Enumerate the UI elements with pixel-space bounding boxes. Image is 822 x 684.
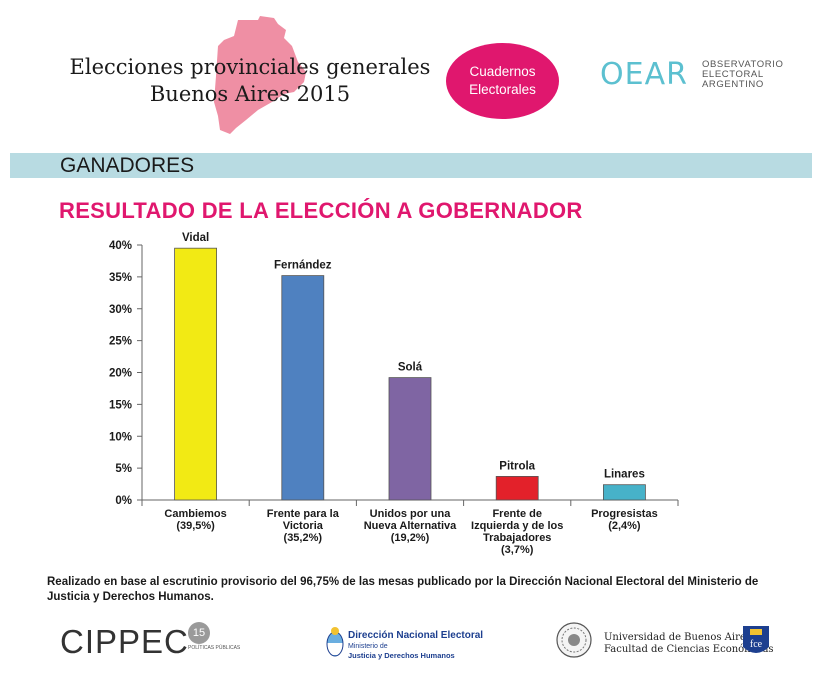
oear-line-1: OBSERVATORIO — [702, 59, 784, 70]
footnote: Realizado en base al escrutinio provisor… — [47, 576, 759, 603]
x-tick-label: Progresistas — [591, 508, 658, 520]
dne-subtitle-1: Ministerio de — [348, 643, 388, 650]
x-tick-label: Izquierda y de los — [471, 520, 563, 532]
badge-line-2: Electorales — [469, 82, 536, 97]
oear-logo-text: OBSERVATORIO ELECTORAL ARGENTINO — [702, 60, 783, 90]
x-tick-label: (2,4%) — [608, 520, 641, 532]
x-tick-label: (39,5%) — [176, 520, 215, 532]
cippec-anniversary-badge: 15 — [188, 622, 210, 644]
buenos-aires-map-icon — [214, 16, 306, 134]
x-tick-label: Frente de — [492, 508, 542, 520]
oear-logo-mark: OEAR — [600, 57, 688, 92]
x-tick-label: Nueva Alternativa — [364, 520, 457, 532]
bar-data-label: Vidal — [182, 232, 209, 244]
uba-faculty: Facultad de Ciencias Económicas — [604, 644, 774, 655]
title-line-1: Elecciones provinciales generales — [69, 55, 431, 79]
map-shape — [214, 16, 306, 134]
section-band: GANADORES — [10, 153, 812, 178]
cippec-tagline: POLÍTICAS PÚBLICAS — [188, 645, 241, 651]
uba-name: Universidad de Buenos Aires — [604, 632, 751, 643]
x-tick-label: Frente para la — [267, 508, 340, 520]
dne-subtitle-2: Justicia y Derechos Humanos — [348, 651, 455, 660]
y-tick-label: 40% — [109, 240, 132, 252]
oear-line-2: ELECTORAL — [702, 69, 764, 80]
y-tick-label: 30% — [109, 304, 132, 316]
x-tick-label: Trabajadores — [483, 532, 551, 544]
x-tick-label: (35,2%) — [284, 532, 323, 544]
y-tick-label: 20% — [109, 368, 132, 380]
y-tick-label: 0% — [115, 495, 132, 507]
fce-shield-icon: fce — [743, 626, 769, 653]
header: Elecciones provinciales generales Buenos… — [0, 0, 822, 150]
y-tick-label: 10% — [109, 431, 132, 443]
title-line-2: Buenos Aires 2015 — [149, 82, 351, 106]
x-tick-label: (19,2%) — [391, 532, 430, 544]
y-tick-label: 25% — [109, 336, 132, 348]
oear-logo: OEAR OBSERVATORIO ELECTORAL ARGENTINO — [600, 58, 790, 98]
section-label: GANADORES — [60, 154, 195, 177]
y-tick-label: 35% — [109, 272, 132, 284]
bar-data-label: Pitrola — [499, 460, 535, 472]
badge-line-1: Cuadernos — [469, 64, 536, 79]
y-tick-label: 5% — [115, 463, 132, 475]
x-tick-label: Cambiemos — [164, 508, 226, 520]
bar — [388, 377, 432, 501]
bar — [281, 275, 325, 501]
bar — [174, 247, 218, 501]
bar-data-label: Solá — [398, 362, 423, 374]
chart-title: RESULTADO DE LA ELECCIÓN A GOBERNADOR — [59, 198, 583, 223]
bar — [603, 484, 646, 501]
bar — [495, 476, 539, 501]
fce-text: fce — [750, 639, 763, 650]
cippec-wordmark: CIPPEC — [60, 623, 189, 660]
x-tick-label: Victoria — [283, 520, 324, 532]
bar-data-label: Fernández — [274, 260, 332, 272]
oear-line-3: ARGENTINO — [702, 79, 764, 90]
argentina-shield-icon — [326, 627, 344, 657]
y-tick-label: 15% — [109, 399, 132, 411]
x-tick-label: Unidos por una — [370, 508, 452, 520]
x-tick-label: (3,7%) — [501, 544, 534, 556]
bar-data-label: Linares — [604, 469, 645, 481]
uba-seal-icon — [556, 622, 592, 658]
uba-logo: Universidad de Buenos Aires Facultad de … — [556, 622, 786, 662]
cuadernos-electorales-badge: Cuadernos Electorales — [446, 43, 559, 119]
dne-title: Dirección Nacional Electoral — [348, 630, 484, 641]
page-title: Elecciones provinciales generales Buenos… — [60, 54, 440, 108]
